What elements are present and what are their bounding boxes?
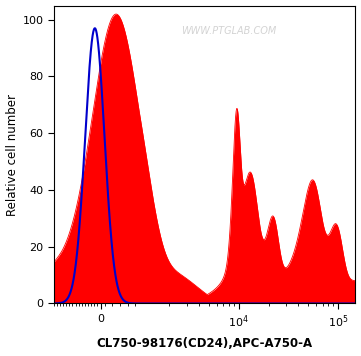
X-axis label: CL750-98176(CD24),APC-A750-A: CL750-98176(CD24),APC-A750-A: [97, 337, 313, 350]
Y-axis label: Relative cell number: Relative cell number: [5, 94, 18, 215]
Text: WWW.PTGLAB.COM: WWW.PTGLAB.COM: [181, 26, 277, 36]
